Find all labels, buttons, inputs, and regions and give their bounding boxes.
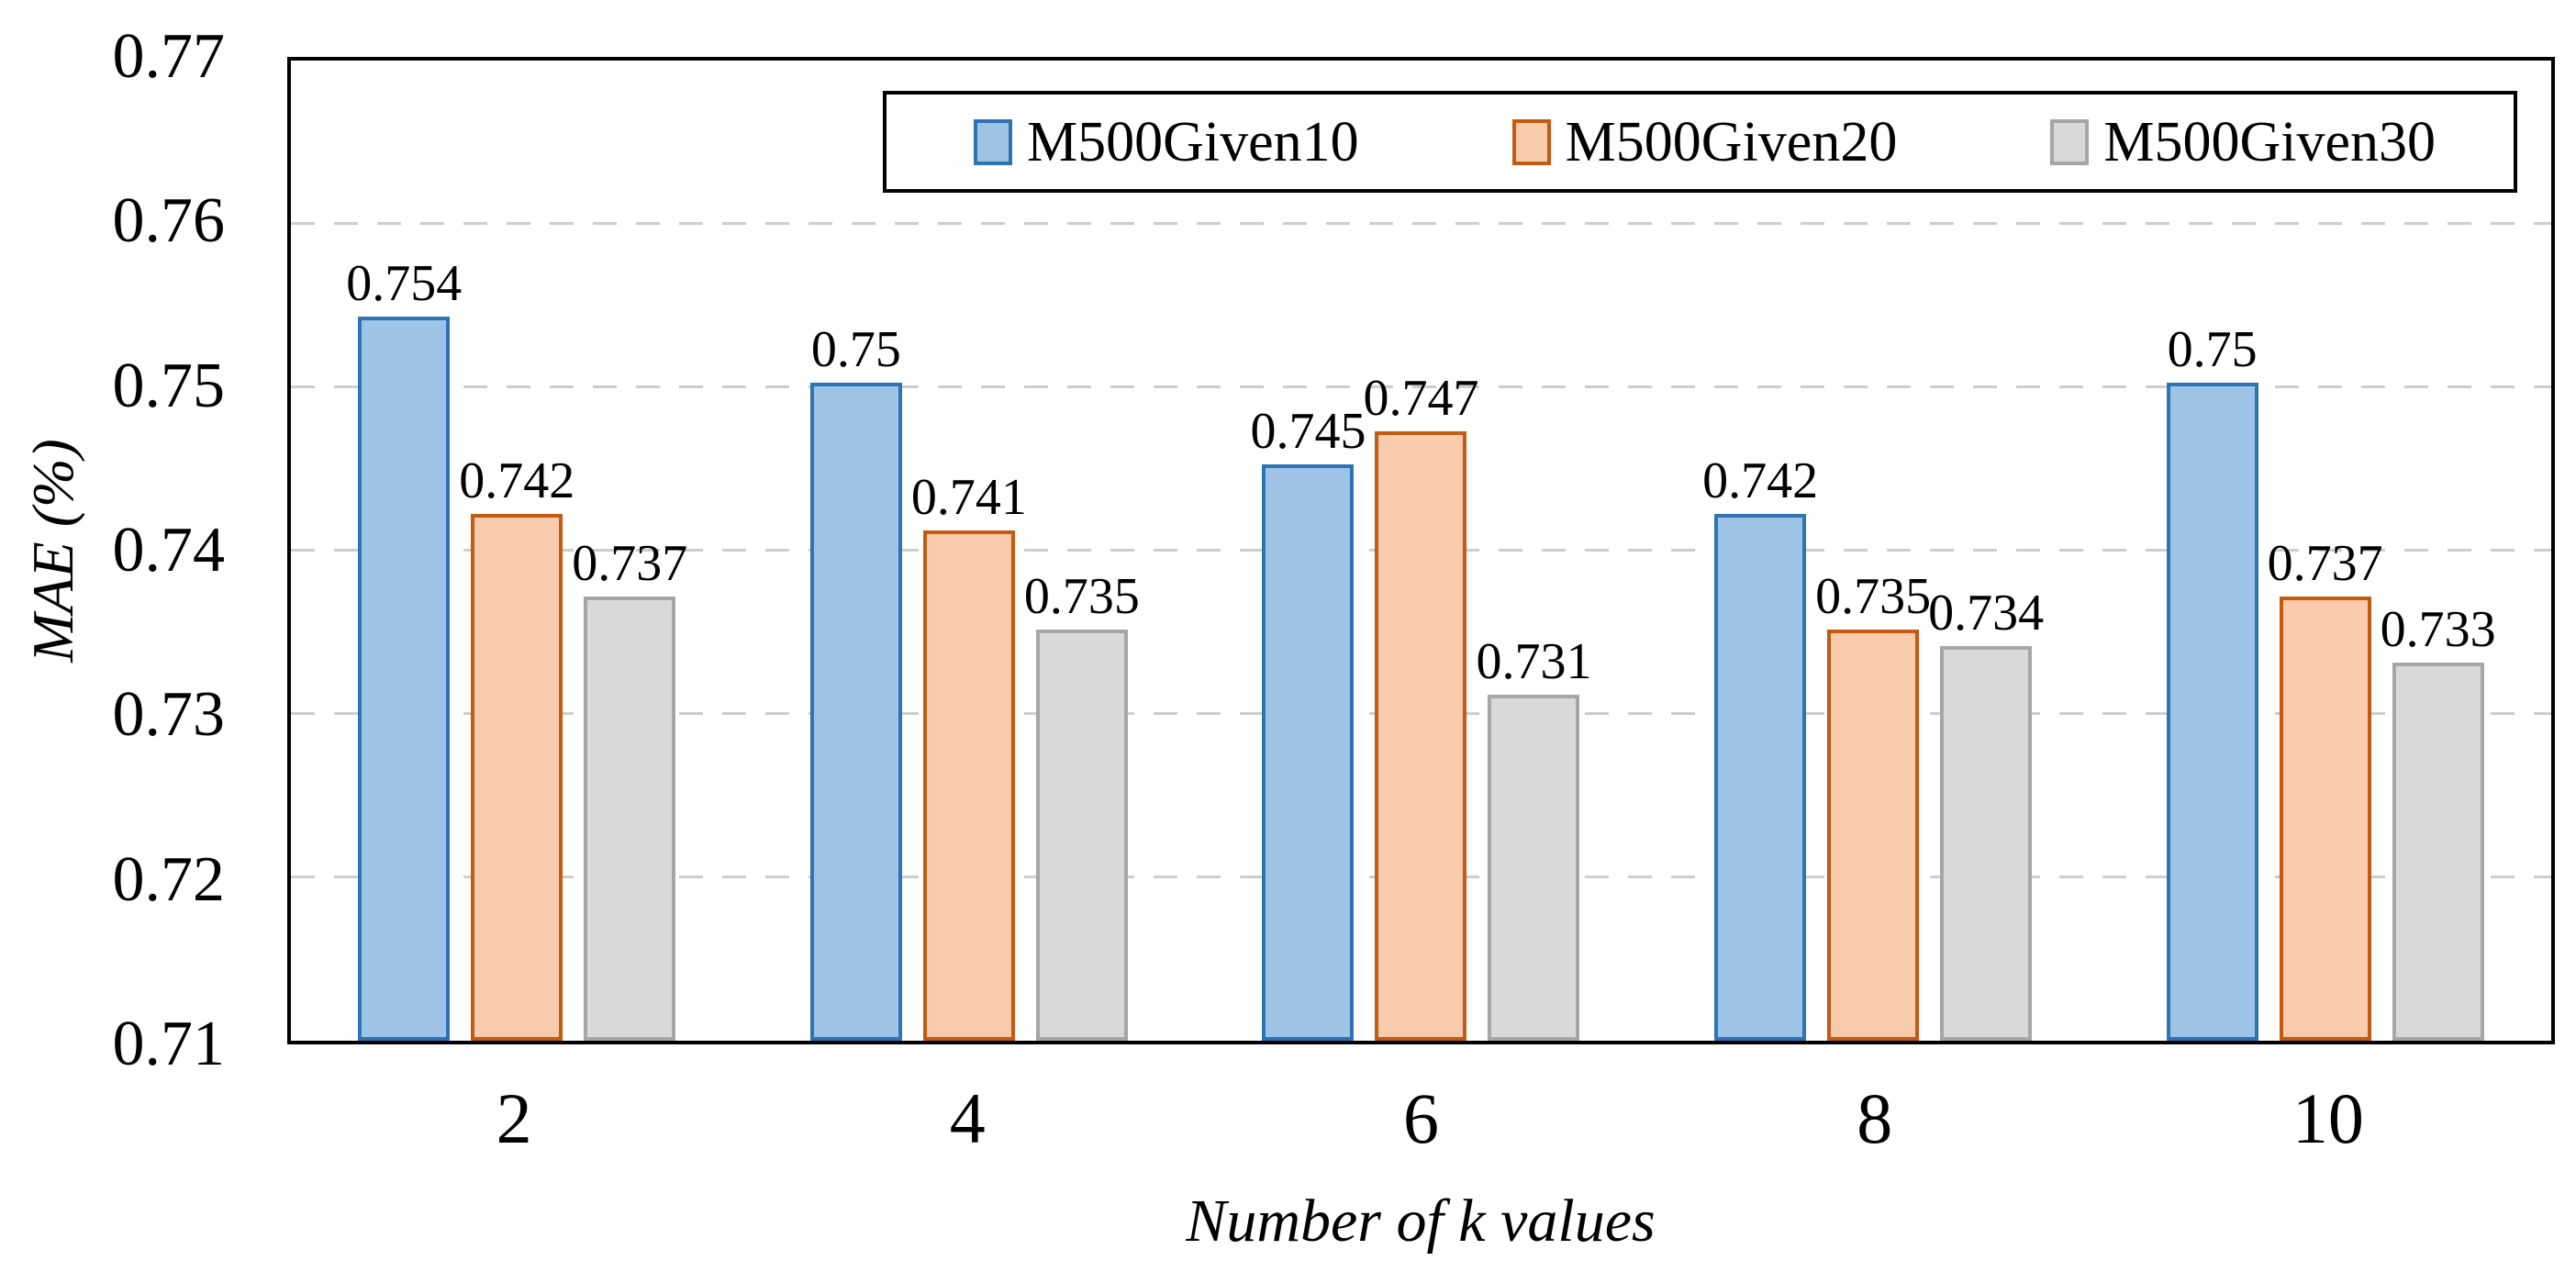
bar-data-label: 0.754	[346, 254, 463, 312]
bar-M500Given20: 0.741	[911, 472, 1027, 1041]
y-axis-tick-labels: 0.71 0.72 0.73 0.74 0.75 0.76 0.77	[0, 0, 226, 1283]
x-tick-label: 2	[496, 1078, 532, 1158]
legend-swatch-icon	[1511, 118, 1551, 165]
x-tick-label: 6	[1403, 1078, 1439, 1158]
gridline	[291, 222, 2551, 225]
bar-M500Given10: 0.745	[1250, 406, 1366, 1041]
legend-item-M500Given30: M500Given30	[2050, 114, 2436, 171]
bar-M500Given20: 0.737	[2268, 538, 2383, 1041]
bar-data-label: 0.733	[2380, 600, 2496, 658]
bar-data-label: 0.737	[572, 534, 688, 592]
legend-swatch-icon	[974, 118, 1012, 165]
bar-data-label: 0.747	[1363, 370, 1479, 428]
bar-data-label: 0.741	[910, 469, 1027, 527]
y-tick-label: 0.75	[112, 350, 226, 421]
bar-group: 0.742 0.735 0.734	[1647, 61, 2100, 1041]
y-tick-label: 0.73	[112, 679, 226, 751]
bar-data-label: 0.737	[2267, 534, 2383, 592]
x-tick-label: 4	[949, 1078, 986, 1158]
bar-data-label: 0.735	[1023, 567, 1140, 625]
gridline	[291, 385, 2551, 388]
bar-groups: 0.754 0.742 0.737 0.75 0.741 0.735 0.745 0.747 0…	[291, 61, 2551, 1041]
bar-data-label: 0.745	[1250, 403, 1366, 461]
y-tick-label: 0.76	[112, 185, 226, 257]
bar-data-label: 0.742	[1702, 452, 1819, 510]
bar-M500Given30: 0.737	[572, 538, 687, 1041]
bar-data-label: 0.742	[459, 452, 575, 510]
bar-group: 0.754 0.742 0.737	[291, 61, 743, 1041]
bar-data-label: 0.734	[1928, 584, 2045, 642]
y-tick-label: 0.72	[112, 843, 226, 915]
y-tick-label: 0.74	[112, 515, 226, 586]
bar-group: 0.75 0.741 0.735	[743, 61, 1196, 1041]
legend-item-M500Given20: M500Given20	[1511, 110, 1898, 173]
legend: M500Given10 M500Given20 M500Given30	[883, 91, 2517, 193]
bar-data-label: 0.735	[1815, 567, 1932, 625]
x-axis-title: Number of k values	[1186, 1188, 1656, 1255]
bar-M500Given10: 0.742	[1702, 455, 1818, 1041]
bar-data-label: 0.75	[2167, 320, 2258, 378]
bar-group: 0.75 0.737 0.733	[2099, 61, 2551, 1041]
bar-M500Given30: 0.733	[2381, 604, 2496, 1041]
bar-data-label: 0.75	[810, 320, 901, 378]
bar-data-label: 0.731	[1476, 633, 1592, 691]
plot-area: 0.754 0.742 0.737 0.75 0.741 0.735 0.745 0.747 0…	[287, 57, 2555, 1044]
bar-M500Given20: 0.742	[459, 455, 574, 1041]
bar-group: 0.745 0.747 0.731	[1195, 61, 1647, 1041]
legend-item-M500Given10: M500Given10	[974, 114, 1359, 171]
bar-M500Given20: 0.735	[1815, 571, 1931, 1041]
bar-M500Given30: 0.734	[1928, 587, 2044, 1041]
bar-M500Given20: 0.747	[1363, 373, 1478, 1041]
legend-label: M500Given20	[1565, 110, 1898, 173]
bar-M500Given30: 0.731	[1476, 636, 1591, 1041]
bar-M500Given30: 0.735	[1024, 571, 1140, 1041]
bar-M500Given10: 0.75	[809, 324, 902, 1041]
y-tick-label: 0.71	[112, 1009, 226, 1079]
bar-M500Given10: 0.754	[346, 258, 462, 1041]
legend-label: M500Given30	[2103, 110, 2436, 173]
legend-swatch-icon	[2050, 118, 2090, 165]
bar-M500Given10: 0.75	[2166, 324, 2258, 1041]
y-tick-label: 0.77	[112, 21, 226, 92]
x-tick-label: 8	[1857, 1078, 1893, 1158]
legend-label: M500Given10	[1027, 110, 1359, 173]
x-tick-label: 10	[2292, 1078, 2364, 1158]
